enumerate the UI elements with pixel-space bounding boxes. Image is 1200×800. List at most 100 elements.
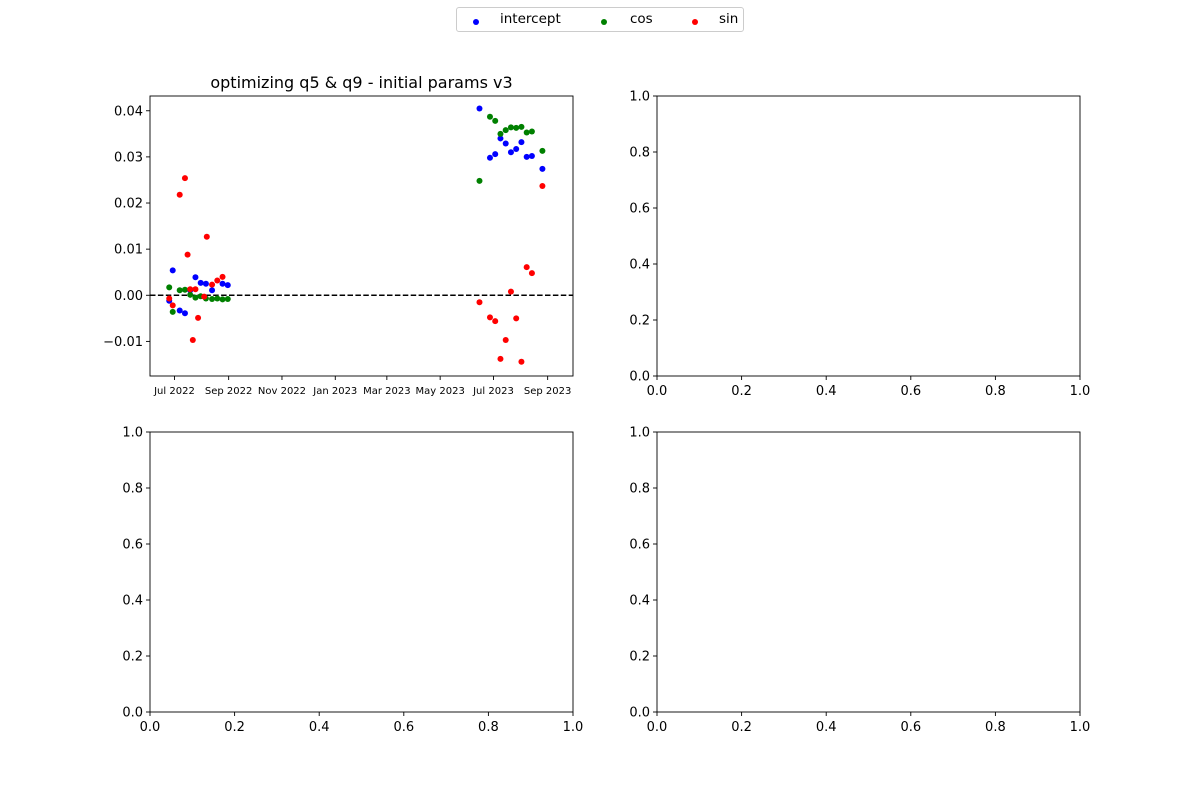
point-sin	[203, 233, 210, 240]
point-sin	[189, 337, 196, 344]
point-sin	[507, 288, 514, 295]
x-tick-label: May 2023	[416, 386, 465, 397]
point-cos	[513, 124, 520, 131]
point-intercept	[219, 280, 226, 287]
point-intercept	[518, 139, 525, 146]
x-tick-label: Sep 2023	[524, 386, 571, 397]
x-tick-label: 0.4	[816, 384, 837, 399]
y-tick-label: 0.4	[629, 594, 650, 609]
point-sin	[497, 355, 504, 362]
point-sin	[518, 358, 525, 365]
point-cos	[502, 127, 509, 134]
point-intercept	[176, 307, 183, 314]
y-tick-label: 0.0	[629, 370, 650, 385]
point-sin	[476, 299, 483, 306]
x-tick-label: Jan 2023	[312, 386, 357, 397]
point-intercept	[486, 154, 493, 161]
y-tick-label: 0.02	[114, 197, 143, 212]
axes-frame	[149, 431, 574, 713]
x-tick-label: Jul 2023	[472, 386, 514, 397]
point-cos	[166, 284, 173, 291]
legend-label-sin: sin	[719, 11, 739, 27]
point-intercept	[502, 140, 509, 147]
y-tick-label: 0.03	[114, 150, 143, 165]
point-cos	[486, 113, 493, 120]
axes-frame	[149, 95, 574, 377]
x-tick-label: 0.2	[731, 384, 752, 399]
axes-background	[150, 432, 573, 712]
chart-title: optimizing q5 & q9 - initial params v3	[210, 73, 512, 92]
y-tick-label: −0.01	[103, 335, 143, 350]
point-cos	[192, 294, 199, 301]
axes-background	[657, 432, 1080, 712]
point-cos	[518, 123, 525, 130]
y-tick-label: 1.0	[629, 426, 650, 441]
axes-frame	[656, 431, 1081, 713]
point-sin	[219, 273, 226, 280]
point-sin	[184, 251, 191, 258]
x-tick-label: 0.0	[647, 720, 668, 735]
point-sin	[539, 182, 546, 189]
point-sin	[176, 191, 183, 198]
point-cos	[497, 130, 504, 137]
x-tick-label: 0.8	[985, 720, 1006, 735]
point-sin	[169, 302, 176, 309]
x-tick-label: 0.6	[900, 720, 921, 735]
point-sin	[528, 270, 535, 277]
point-sin	[166, 295, 173, 302]
legend-marker-sin	[692, 19, 698, 25]
x-tick-label: 0.0	[140, 720, 161, 735]
axes-background	[657, 96, 1080, 376]
point-cos	[476, 177, 483, 184]
point-intercept	[181, 310, 188, 317]
y-tick-label: 0.8	[122, 482, 143, 497]
x-tick-label: 0.4	[816, 720, 837, 735]
x-tick-label: 1.0	[1070, 384, 1091, 399]
point-cos	[181, 286, 188, 293]
axes-4: 0.0 0.2 0.4 0.6 0.8 1.0 0.0 0.2 0.4 0.6 0.8 1.0	[629, 426, 1090, 736]
y-tick-label: 1.0	[122, 426, 143, 441]
x-tick-label: Mar 2023	[363, 386, 411, 397]
point-sin	[492, 318, 499, 325]
y-tick-label: 0.4	[629, 258, 650, 273]
point-intercept	[507, 149, 514, 156]
point-intercept	[224, 282, 231, 289]
y-tick-label: 0.0	[122, 706, 143, 721]
series-sin	[166, 175, 546, 365]
point-cos	[523, 129, 530, 136]
point-sin	[523, 264, 530, 271]
y-tick-label: 0.0	[629, 706, 650, 721]
y-tick-label: 0.6	[629, 202, 650, 217]
x-tick-label: 0.0	[647, 384, 668, 399]
point-intercept	[192, 274, 199, 281]
point-intercept	[209, 287, 216, 294]
point-cos	[507, 124, 514, 131]
point-cos	[528, 128, 535, 135]
point-sin	[214, 277, 221, 284]
point-intercept	[492, 151, 499, 158]
point-sin	[201, 293, 208, 300]
y-tick-label: 0.00	[114, 289, 143, 304]
point-intercept	[202, 280, 209, 287]
point-sin	[187, 286, 194, 293]
point-cos	[539, 147, 546, 154]
point-sin	[195, 314, 202, 321]
x-tick-label: 1.0	[1070, 720, 1091, 735]
point-cos	[224, 295, 231, 302]
legend-marker-cos	[601, 19, 607, 25]
point-intercept	[476, 105, 483, 112]
point-intercept	[169, 267, 176, 274]
x-tick-label: 0.4	[309, 720, 330, 735]
point-intercept	[528, 152, 535, 159]
y-tick-label: 0.2	[629, 314, 650, 329]
axes-1: −0.01 0.00 0.01 0.02 0.03 0.04 Jul 2022 Sep 202…	[103, 73, 574, 397]
point-intercept	[513, 146, 520, 153]
point-cos	[214, 295, 221, 302]
axes-2: 0.0 0.2 0.4 0.6 0.8 1.0 0.0 0.2 0.4 0.6 0.8 1.0	[629, 90, 1090, 400]
y-tick-label: 0.2	[629, 650, 650, 665]
y-tick-label: 1.0	[629, 90, 650, 105]
y-tick-label: 0.8	[629, 146, 650, 161]
point-sin	[209, 281, 216, 288]
point-intercept	[197, 279, 204, 286]
